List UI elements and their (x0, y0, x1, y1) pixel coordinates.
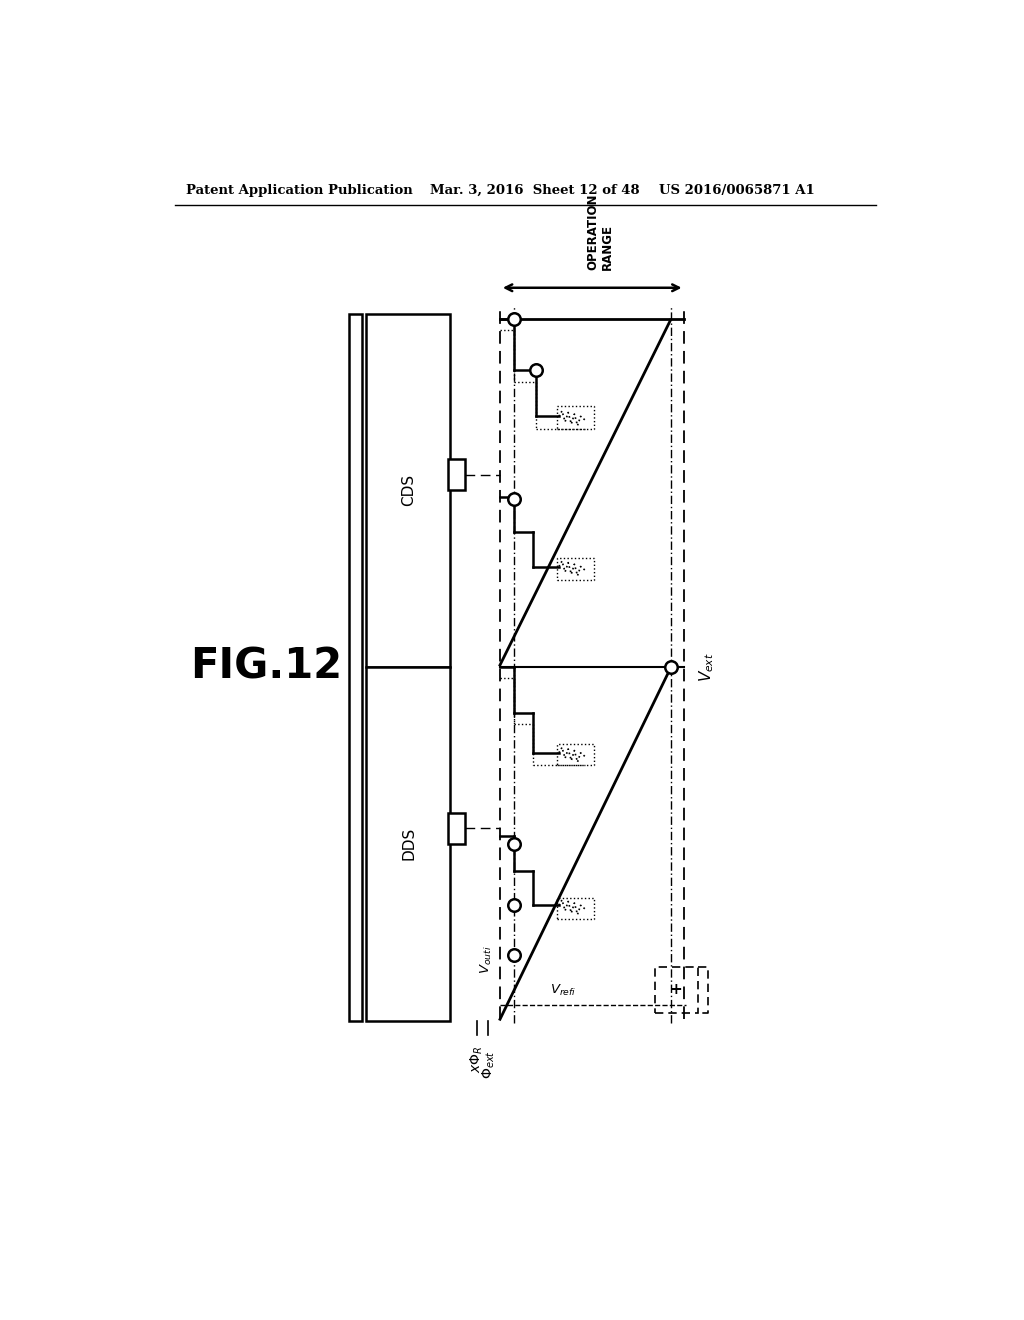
Text: OPERATION: OPERATION (587, 194, 599, 271)
Text: Mar. 3, 2016  Sheet 12 of 48: Mar. 3, 2016 Sheet 12 of 48 (430, 185, 640, 197)
Text: FIG.12: FIG.12 (189, 645, 342, 688)
Bar (366, 314, 450, 667)
Bar (557, 558, 594, 579)
Bar (557, 743, 594, 766)
Text: +: + (670, 982, 682, 998)
Bar (366, 667, 450, 1020)
Text: Patent Application Publication: Patent Application Publication (186, 185, 413, 197)
Text: $\Phi_{ext}$: $\Phi_{ext}$ (480, 1051, 497, 1078)
Text: DDS: DDS (401, 828, 416, 861)
Text: RANGE: RANGE (600, 224, 613, 271)
Text: $V_{refi}$: $V_{refi}$ (550, 982, 577, 998)
Text: $V_{ext}$: $V_{ext}$ (697, 652, 717, 681)
Text: $V_{outi}$: $V_{outi}$ (478, 945, 494, 974)
Bar (655, 966, 697, 1014)
Text: $x\Phi_R$: $x\Phi_R$ (469, 1045, 485, 1073)
Bar (349, 314, 362, 1020)
Text: CDS: CDS (401, 474, 416, 507)
Bar (557, 898, 594, 919)
Text: US 2016/0065871 A1: US 2016/0065871 A1 (658, 185, 815, 197)
Bar (557, 407, 594, 429)
Bar (449, 813, 465, 843)
Bar (449, 459, 465, 490)
